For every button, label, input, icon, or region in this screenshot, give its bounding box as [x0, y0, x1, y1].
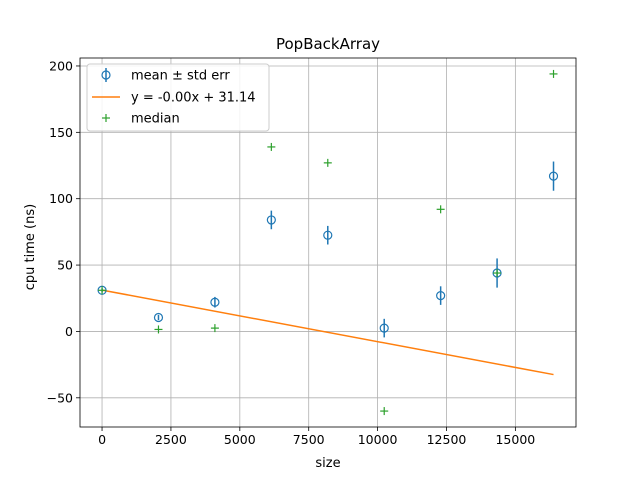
mean-point [210, 297, 220, 307]
plot-data [97, 69, 559, 416]
y-tick-label: 0 [65, 324, 73, 339]
median-point [210, 324, 219, 333]
mean-point [266, 215, 276, 225]
legend-label-mean: mean ± std err [131, 69, 230, 84]
legend-mean-circle-icon [101, 70, 111, 80]
y-tick-label: −50 [47, 390, 73, 405]
mean-point [436, 290, 446, 301]
chart-title: PopBackArray [276, 35, 380, 53]
y-tick-label: 50 [57, 258, 73, 273]
y-axis-label: cpu time (ns) [23, 204, 38, 290]
legend-label-median: median [131, 112, 180, 127]
mean-point [379, 323, 389, 333]
x-tick-label: 12500 [427, 432, 467, 447]
legend-box [86, 63, 270, 132]
legend: mean ± std err y = -0.00x + 31.14 median [86, 63, 270, 132]
y-tick-label: 100 [49, 191, 73, 206]
median-point [493, 269, 502, 278]
fit-line [101, 289, 554, 376]
median-point [267, 142, 276, 151]
median-point [98, 286, 107, 295]
median-point [323, 158, 332, 167]
axis-ticks: 0 2500 5000 7500 10000 12500 15000 −50 0 50 100 150… [47, 58, 536, 447]
median-point [380, 407, 389, 416]
legend-label-fit: y = -0.00x + 31.14 [131, 91, 256, 106]
mean-point [548, 171, 559, 181]
x-axis-label: size [315, 456, 340, 471]
x-tick-label: 5000 [224, 432, 256, 447]
median-point [436, 205, 445, 214]
x-tick-label: 10000 [358, 432, 398, 447]
x-tick-label: 2500 [155, 432, 187, 447]
y-tick-label: 150 [49, 125, 73, 140]
x-tick-label: 0 [98, 432, 106, 447]
mean-point [323, 230, 333, 240]
mean-point [153, 312, 164, 323]
plot-frame [79, 57, 577, 428]
x-tick-label: 7500 [293, 432, 325, 447]
x-tick-label: 15000 [495, 432, 535, 447]
median-point [154, 325, 163, 334]
y-tick-label: 200 [49, 58, 73, 73]
median-point [549, 69, 558, 78]
